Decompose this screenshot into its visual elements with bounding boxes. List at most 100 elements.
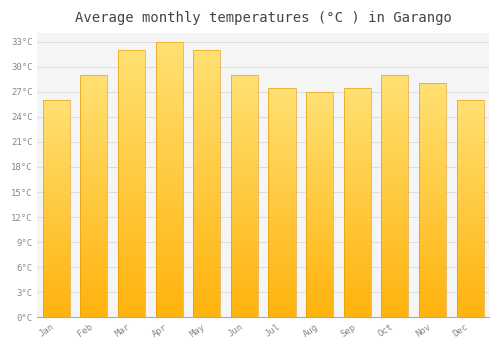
Bar	[42, 219, 70, 222]
Bar	[156, 237, 182, 240]
Bar	[42, 294, 70, 296]
Bar	[193, 122, 220, 125]
Bar	[419, 301, 446, 303]
Bar	[306, 223, 333, 225]
Bar	[419, 128, 446, 130]
Bar	[193, 272, 220, 275]
Bar	[456, 294, 483, 296]
Bar	[382, 245, 408, 247]
Bar	[193, 243, 220, 245]
Bar	[42, 224, 70, 226]
Bar	[306, 236, 333, 238]
Bar	[456, 209, 483, 211]
Bar	[80, 92, 108, 94]
Bar	[419, 133, 446, 135]
Bar	[42, 137, 70, 139]
Bar	[193, 66, 220, 69]
Bar	[456, 307, 483, 309]
Bar	[456, 183, 483, 185]
Bar	[42, 120, 70, 122]
Bar	[231, 313, 258, 315]
Bar	[382, 75, 408, 77]
Bar	[306, 274, 333, 277]
Bar	[344, 189, 371, 191]
Bar	[80, 288, 108, 291]
Bar	[80, 119, 108, 121]
Bar	[231, 240, 258, 242]
Bar	[118, 162, 145, 165]
Bar	[382, 177, 408, 179]
Bar	[193, 85, 220, 88]
Bar	[268, 145, 295, 147]
Bar	[306, 92, 333, 94]
Bar	[80, 75, 108, 77]
Bar	[456, 300, 483, 302]
Bar	[42, 291, 70, 294]
Bar	[156, 42, 182, 44]
Bar	[306, 214, 333, 216]
Bar	[268, 113, 295, 115]
Bar	[456, 159, 483, 161]
Bar	[419, 100, 446, 102]
Bar	[382, 167, 408, 169]
Bar	[42, 131, 70, 133]
Bar	[382, 291, 408, 293]
Bar	[419, 123, 446, 126]
Bar	[118, 50, 145, 317]
Bar	[268, 260, 295, 262]
Bar	[306, 281, 333, 284]
Bar	[456, 224, 483, 226]
Bar	[268, 207, 295, 209]
Bar	[306, 135, 333, 137]
Bar	[42, 250, 70, 252]
Bar	[231, 286, 258, 288]
Bar	[268, 122, 295, 124]
Bar	[80, 109, 108, 111]
Bar	[419, 137, 446, 140]
Bar	[382, 281, 408, 284]
Bar	[156, 55, 182, 58]
Bar	[80, 245, 108, 247]
Bar	[118, 50, 145, 52]
Bar	[193, 251, 220, 253]
Bar	[419, 236, 446, 238]
Bar	[382, 94, 408, 97]
Bar	[193, 290, 220, 293]
Bar	[344, 225, 371, 228]
Bar	[382, 133, 408, 135]
Bar	[419, 266, 446, 268]
Bar	[268, 218, 295, 221]
Bar	[42, 304, 70, 307]
Bar	[80, 259, 108, 262]
Bar	[118, 189, 145, 192]
Bar	[193, 200, 220, 202]
Bar	[419, 135, 446, 137]
Bar	[268, 88, 295, 90]
Bar	[456, 311, 483, 313]
Bar	[231, 126, 258, 128]
Bar	[268, 248, 295, 251]
Bar	[118, 216, 145, 218]
Bar	[382, 296, 408, 298]
Bar	[80, 310, 108, 313]
Bar	[231, 99, 258, 102]
Bar	[118, 267, 145, 269]
Bar	[42, 285, 70, 287]
Bar	[42, 128, 70, 131]
Bar	[382, 179, 408, 182]
Bar	[382, 97, 408, 99]
Bar	[344, 281, 371, 283]
Bar	[80, 281, 108, 284]
Bar	[344, 152, 371, 154]
Bar	[306, 202, 333, 204]
Bar	[193, 104, 220, 106]
Bar	[268, 147, 295, 149]
Bar	[344, 124, 371, 127]
Bar	[156, 166, 182, 168]
Bar	[118, 280, 145, 283]
Bar	[42, 167, 70, 170]
Bar	[118, 85, 145, 88]
Bar	[156, 202, 182, 204]
Bar	[306, 164, 333, 166]
Bar	[118, 135, 145, 138]
